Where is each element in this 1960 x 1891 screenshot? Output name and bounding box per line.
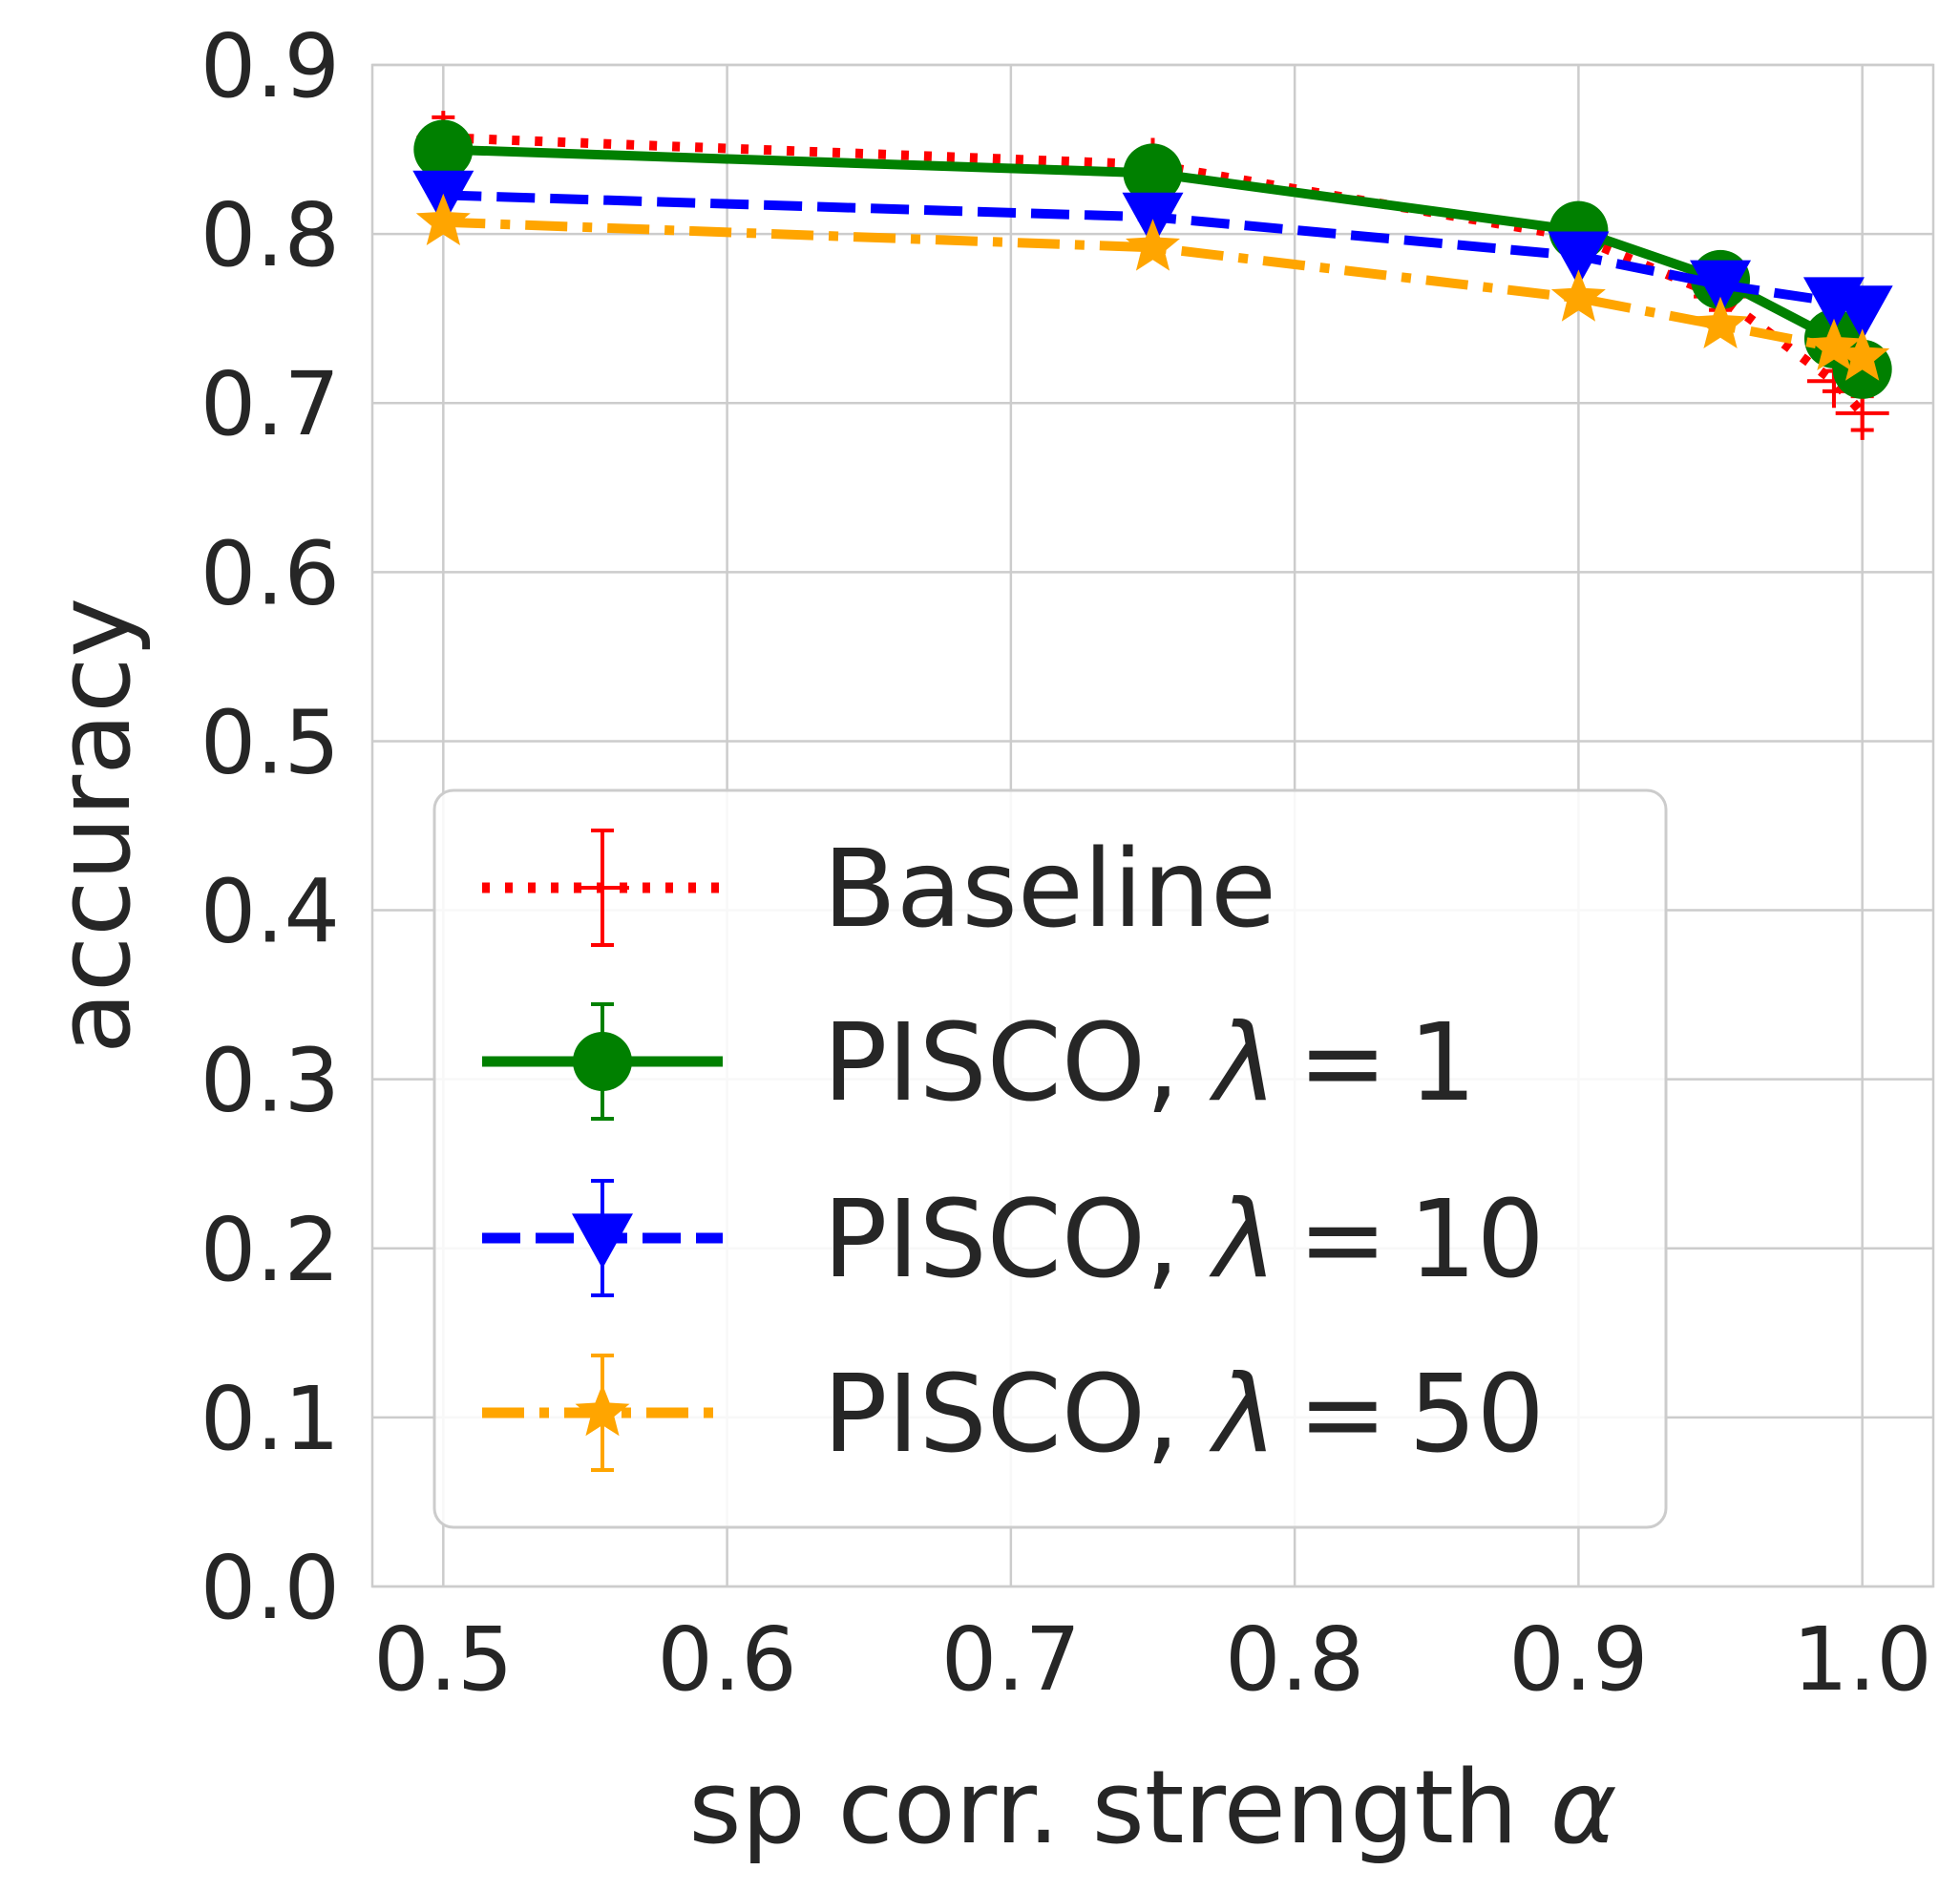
data-point-marker <box>1693 296 1748 348</box>
y-tick-label: 0.4 <box>200 861 340 963</box>
legend-label-prefix: PISCO, <box>823 1001 1213 1125</box>
legend-label-value: 50 <box>1408 1353 1545 1477</box>
series-3 <box>415 193 1890 381</box>
data-point-marker <box>1548 231 1610 287</box>
legend-entry: Baseline <box>482 828 1276 952</box>
legend-label: Baseline <box>823 828 1276 952</box>
legend-entry: PISCO, λ = 1 <box>482 1001 1477 1125</box>
data-point-marker <box>1835 328 1890 381</box>
legend-entry: PISCO, λ = 10 <box>482 1178 1545 1302</box>
y-axis-title: accuracy <box>35 598 153 1054</box>
legend-marker <box>572 1213 633 1269</box>
legend-box <box>432 788 1668 1529</box>
series-2 <box>412 170 1893 341</box>
y-tick-label: 0.9 <box>200 15 340 117</box>
legend-label-value: 1 <box>1408 1001 1476 1125</box>
x-tick-label: 0.6 <box>657 1608 796 1711</box>
legend-marker <box>576 861 629 914</box>
legend-marker <box>575 1384 630 1437</box>
y-tick-label: 0.6 <box>200 522 340 624</box>
y-tick-label: 0.7 <box>200 353 340 455</box>
y-tick-label: 0.5 <box>200 691 340 793</box>
x-axis-title-symbol: α <box>1550 1749 1617 1866</box>
data-point-marker <box>415 193 471 245</box>
x-tick-label: 0.7 <box>941 1608 1081 1711</box>
legend-label-value: 10 <box>1408 1178 1545 1302</box>
legend-label-lambda: λ <box>1209 1001 1276 1125</box>
legend-label-text: Baseline <box>823 828 1276 952</box>
legend-label-equals: = <box>1298 1001 1388 1125</box>
x-tick-label: 0.9 <box>1508 1608 1648 1711</box>
y-tick-label: 0.1 <box>200 1368 340 1470</box>
data-point-marker <box>1123 143 1183 203</box>
x-tick-label: 1.0 <box>1793 1608 1932 1711</box>
plot-frame <box>370 63 1935 1588</box>
legend-label-prefix: PISCO, <box>823 1178 1213 1302</box>
y-tick-label: 0.0 <box>200 1537 340 1639</box>
x-axis-title-text: sp corr. strength <box>688 1749 1518 1866</box>
x-tick-label: 0.5 <box>373 1608 513 1711</box>
x-tick-label: 0.8 <box>1225 1608 1364 1711</box>
legend-label-lambda: λ <box>1209 1178 1276 1302</box>
series-layer <box>412 111 1893 440</box>
x-axis-title: sp corr. strength α <box>688 1749 1616 1866</box>
data-point-marker <box>1690 260 1752 316</box>
data-point-marker <box>413 119 474 179</box>
legend-label: PISCO, λ = 1 <box>823 1001 1477 1125</box>
y-tick-label: 0.8 <box>200 184 340 286</box>
data-point-marker <box>1550 269 1606 322</box>
legend-marker <box>573 1032 632 1091</box>
legend-label-equals: = <box>1298 1353 1388 1477</box>
legend-label-prefix: PISCO, <box>823 1353 1213 1477</box>
legend-label: PISCO, λ = 50 <box>823 1353 1545 1477</box>
data-point-marker <box>1126 219 1180 271</box>
legend-entry: PISCO, λ = 50 <box>482 1353 1545 1477</box>
y-tick-label: 0.2 <box>200 1199 340 1301</box>
x-axis-ticks: 0.5 0.6 0.7 0.8 0.9 1.0 <box>373 1608 1932 1711</box>
data-point-marker <box>1831 285 1893 341</box>
legend-label: PISCO, λ = 10 <box>823 1178 1545 1302</box>
y-tick-label: 0.3 <box>200 1030 340 1132</box>
legend-label-equals: = <box>1298 1178 1388 1302</box>
legend-label-lambda: λ <box>1209 1353 1276 1477</box>
data-point-marker <box>1806 318 1862 370</box>
y-axis-ticks: 0.0 0.1 0.2 0.3 0.4 0.5 0.6 0.7 0.8 0.9 <box>200 15 340 1639</box>
